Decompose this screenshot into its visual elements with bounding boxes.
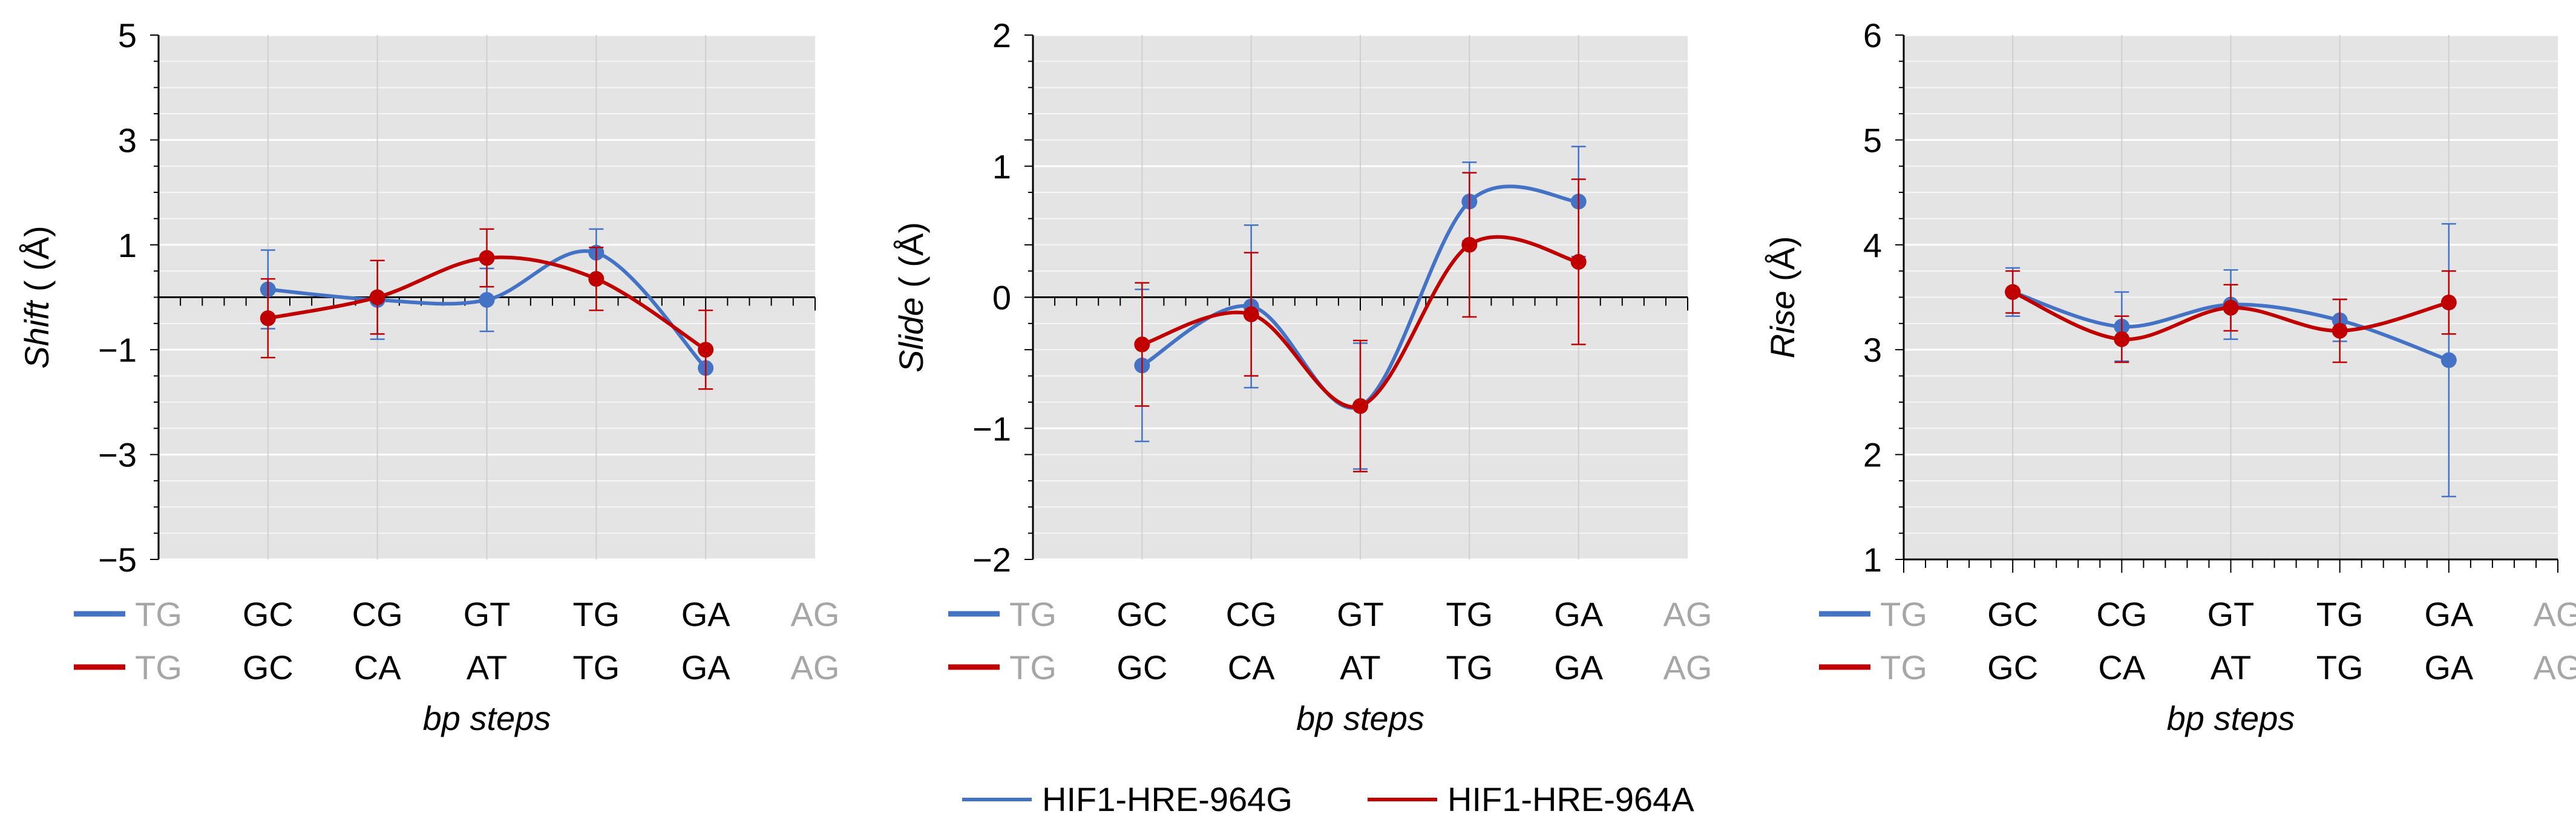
x-category-label: GA xyxy=(681,595,731,633)
y-axis-title-name: Shift xyxy=(18,299,56,368)
y-axis-title-unit: ( (Å) xyxy=(892,222,930,297)
x-category-label: AG xyxy=(791,595,840,633)
data-point xyxy=(2332,322,2348,339)
x-category-label: CA xyxy=(1228,648,1275,686)
x-category-label: TG xyxy=(1009,648,1057,686)
x-category-label: GC xyxy=(243,595,293,633)
data-point xyxy=(2114,331,2130,347)
chart-panels: 5 3 1 −1 −3 −5 Shift ( (Å) TG GC CG GT TG GA AG TG GC CA… xyxy=(18,16,2576,737)
chart-panel-2: 2 1 0 −1 −2 Slide ( (Å) TG GC CG GT TG GA AG TG GC CA AT… xyxy=(892,16,1712,737)
x-category-label: GT xyxy=(464,595,511,633)
data-point xyxy=(1352,398,1368,414)
data-point xyxy=(369,289,385,305)
chart-panel-3: 6 5 4 3 2 1 Rise (Å) TG GC CG GT TG GA AG TG GC CA AT TG GA… xyxy=(1763,16,2576,737)
data-point xyxy=(2440,295,2457,311)
series-line xyxy=(267,249,707,370)
legend: HIF1-HRE-964G HIF1-HRE-964A xyxy=(962,780,1694,818)
y-tick-label: −1 xyxy=(972,409,1011,448)
x-category-label: CG xyxy=(1226,595,1277,633)
x-category-label: TG xyxy=(572,595,620,633)
x-category-label: GA xyxy=(1554,595,1604,633)
x-category-label: AG xyxy=(2534,648,2576,686)
x-axis-title: bp steps xyxy=(1296,699,1424,737)
legend-label-964a: HIF1-HRE-964A xyxy=(1447,780,1694,818)
x-category-label: TG xyxy=(1880,595,1927,633)
y-tick-label: 3 xyxy=(118,121,137,159)
data-point xyxy=(1461,236,1478,253)
x-category-label: TG xyxy=(1880,648,1927,686)
x-category-label: AT xyxy=(1340,648,1380,686)
x-category-label: TG xyxy=(572,648,620,686)
x-category-label: GC xyxy=(1116,595,1167,633)
x-axis-title: bp steps xyxy=(423,699,551,737)
x-category-label: GC xyxy=(1987,595,2038,633)
y-axis-title: Slide ( (Å) xyxy=(892,222,930,373)
x-category-label: TG xyxy=(2316,595,2364,633)
y-tick-label: −1 xyxy=(98,331,137,369)
y-tick-label: 5 xyxy=(118,16,137,54)
y-axis-title-name: Rise xyxy=(1763,291,1801,359)
x-category-label: GC xyxy=(243,648,293,686)
x-category-label: GT xyxy=(2207,595,2255,633)
y-axis-title-unit: (Å) xyxy=(1763,236,1801,290)
x-category-label: AT xyxy=(467,648,507,686)
legend-label-964g: HIF1-HRE-964G xyxy=(1042,780,1293,818)
x-category-label: TG xyxy=(1446,648,1493,686)
x-category-label: TG xyxy=(1446,595,1493,633)
data-point xyxy=(1243,306,1259,322)
y-tick-label: 3 xyxy=(1863,331,1882,369)
x-category-label: CA xyxy=(2098,648,2145,686)
y-tick-label: 1 xyxy=(1863,541,1882,579)
y-tick-label: 2 xyxy=(992,16,1011,54)
y-tick-label: 2 xyxy=(1863,436,1882,474)
x-category-label: TG xyxy=(135,648,182,686)
data-point xyxy=(2440,352,2457,368)
x-category-label: TG xyxy=(2316,648,2364,686)
x-category-label: AG xyxy=(2534,595,2576,633)
y-tick-label: 6 xyxy=(1863,16,1882,54)
data-point xyxy=(479,292,495,308)
y-axis-title-name: Slide xyxy=(892,297,930,373)
y-tick-label: 1 xyxy=(118,226,137,264)
y-tick-label: −3 xyxy=(98,436,137,474)
x-category-label: GC xyxy=(1987,648,2038,686)
y-tick-label: 0 xyxy=(992,279,1011,317)
y-tick-label: −5 xyxy=(98,541,137,579)
x-category-label: GA xyxy=(1554,648,1604,686)
y-axis-title-unit: ( (Å) xyxy=(18,226,56,301)
chart-panel-1: 5 3 1 −1 −3 −5 Shift ( (Å) TG GC CG GT TG GA AG TG GC CA… xyxy=(18,16,839,737)
x-axis-title: bp steps xyxy=(2167,699,2295,737)
data-point xyxy=(479,250,495,266)
x-category-label: GA xyxy=(2424,648,2474,686)
data-point xyxy=(2005,284,2021,300)
y-tick-label: 4 xyxy=(1863,226,1882,264)
data-point xyxy=(1134,336,1150,353)
data-point xyxy=(698,342,714,358)
x-category-label: AT xyxy=(2211,648,2251,686)
x-category-label: GA xyxy=(2424,595,2474,633)
x-category-label: TG xyxy=(1009,595,1057,633)
x-category-label: CG xyxy=(352,595,403,633)
y-axis-title: Rise (Å) xyxy=(1763,236,1801,358)
y-tick-label: −2 xyxy=(972,541,1011,579)
data-point xyxy=(260,310,276,327)
x-category-label: GT xyxy=(1337,595,1384,633)
data-point xyxy=(2223,299,2239,316)
data-point xyxy=(1570,253,1587,270)
y-tick-label: 1 xyxy=(992,148,1011,186)
x-category-label: TG xyxy=(135,595,182,633)
x-category-label: GA xyxy=(681,648,731,686)
x-category-label: GC xyxy=(1116,648,1167,686)
x-category-label: AG xyxy=(791,648,840,686)
data-point xyxy=(588,271,605,287)
y-axis-title: Shift ( (Å) xyxy=(18,226,56,368)
x-category-label: CA xyxy=(354,648,401,686)
x-category-label: CG xyxy=(2096,595,2147,633)
x-category-label: AG xyxy=(1663,648,1712,686)
y-tick-label: 5 xyxy=(1863,121,1882,159)
x-category-label: AG xyxy=(1663,595,1712,633)
